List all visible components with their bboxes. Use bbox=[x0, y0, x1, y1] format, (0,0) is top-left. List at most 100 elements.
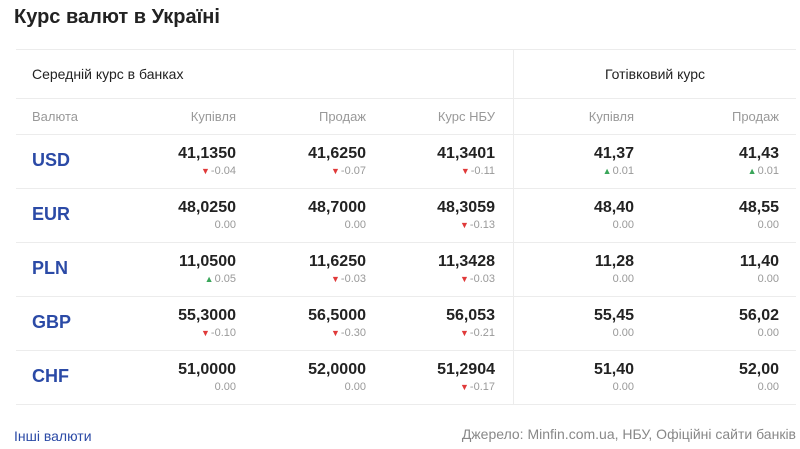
group-header-cash: Готівковий курс bbox=[604, 66, 706, 82]
triangle-up-icon: ▲ bbox=[204, 274, 214, 284]
rate-change: 0.00 bbox=[594, 380, 634, 394]
rate-change-value: 0.01 bbox=[612, 165, 634, 177]
rate-cell-buy: 11,0500 ▲0.05 bbox=[179, 252, 236, 286]
rate-change-value: -0.17 bbox=[469, 381, 495, 393]
other-currencies-link[interactable]: Інші валюти bbox=[14, 428, 92, 444]
rate-value: 11,3428 bbox=[438, 253, 495, 270]
currency-code-link[interactable]: PLN bbox=[32, 258, 68, 278]
rate-value: 55,3000 bbox=[178, 307, 236, 324]
rate-change: ▼-0.03 bbox=[309, 272, 366, 286]
rate-change: 0.00 bbox=[178, 218, 236, 232]
rate-change-value: 0.00 bbox=[214, 381, 236, 393]
rate-cell-cash-buy: 55,45 0.00 bbox=[594, 306, 634, 340]
rate-change: 0.00 bbox=[739, 218, 779, 232]
header-nbu: Курс НБУ bbox=[437, 109, 495, 124]
rate-value: 51,40 bbox=[593, 361, 634, 378]
rate-value: 56,053 bbox=[446, 307, 495, 324]
rate-cell-sell: 56,5000 ▼-0.30 bbox=[308, 306, 366, 340]
triangle-down-icon: ▼ bbox=[201, 166, 210, 176]
rate-change-value: 0.00 bbox=[757, 273, 779, 285]
rate-change-value: 0.00 bbox=[612, 273, 634, 285]
group-header-bank-average: Середній курс в банках bbox=[32, 66, 184, 82]
table-row: EUR 48,0250 0.00 48,7000 0.00 48,3059 ▼-0.13 48… bbox=[16, 188, 796, 242]
column-headers: Валюта Купівля Продаж Курс НБУ Купівля П… bbox=[16, 98, 796, 134]
rate-cell-nbu: 11,3428 ▼-0.03 bbox=[438, 252, 495, 286]
rate-cell-buy: 41,1350 ▼-0.04 bbox=[178, 144, 236, 178]
currency-code-link[interactable]: USD bbox=[32, 150, 71, 170]
triangle-down-icon: ▼ bbox=[331, 166, 340, 176]
rate-value: 11,40 bbox=[739, 253, 779, 270]
page-title: Курс валют в Україні bbox=[14, 6, 220, 28]
rate-change-value: -0.13 bbox=[469, 219, 495, 231]
rate-value: 48,3059 bbox=[437, 199, 495, 216]
rate-cell-cash-sell: 11,40 0.00 bbox=[740, 252, 779, 286]
currency-code-link[interactable]: EUR bbox=[32, 204, 71, 224]
rate-cell-buy: 51,0000 0.00 bbox=[178, 360, 236, 394]
rate-value: 41,3401 bbox=[437, 145, 495, 162]
triangle-down-icon: ▼ bbox=[460, 220, 469, 230]
header-cash-buy: Купівля bbox=[588, 109, 634, 124]
rate-change-value: 0.00 bbox=[214, 219, 236, 231]
rate-cell-cash-sell: 48,55 0.00 bbox=[739, 198, 779, 232]
rate-change-value: -0.10 bbox=[210, 327, 236, 339]
rate-cell-nbu: 41,3401 ▼-0.11 bbox=[437, 144, 495, 178]
table-row: USD 41,1350 ▼-0.04 41,6250 ▼-0.07 41,3401 ▼-0.… bbox=[16, 134, 796, 188]
rate-cell-sell: 48,7000 0.00 bbox=[308, 198, 366, 232]
rate-change-value: -0.30 bbox=[340, 327, 366, 339]
triangle-down-icon: ▼ bbox=[460, 328, 469, 338]
rate-cell-buy: 55,3000 ▼-0.10 bbox=[178, 306, 236, 340]
rate-value: 56,02 bbox=[738, 307, 779, 324]
rate-change-value: 0.00 bbox=[757, 381, 779, 393]
triangle-down-icon: ▼ bbox=[331, 328, 340, 338]
rate-value: 52,00 bbox=[738, 361, 779, 378]
triangle-down-icon: ▼ bbox=[201, 328, 210, 338]
rate-change: ▼-0.10 bbox=[178, 326, 236, 340]
triangle-up-icon: ▲ bbox=[602, 166, 612, 176]
rate-change: 0.00 bbox=[594, 326, 634, 340]
rate-change: 0.00 bbox=[595, 272, 634, 286]
rate-cell-cash-sell: 52,00 0.00 bbox=[739, 360, 779, 394]
rate-change: ▲0.01 bbox=[594, 164, 634, 178]
rate-change-value: -0.07 bbox=[340, 165, 366, 177]
table-row: CHF 51,0000 0.00 52,0000 0.00 51,2904 ▼-0.17 51… bbox=[16, 350, 796, 405]
rate-change: 0.00 bbox=[308, 380, 366, 394]
rate-change: ▼-0.03 bbox=[438, 272, 495, 286]
rate-change: 0.00 bbox=[739, 326, 779, 340]
rates-table: Середній курс в банках Готівковий курс В… bbox=[16, 49, 796, 405]
rate-cell-cash-buy: 41,37 ▲0.01 bbox=[594, 144, 634, 178]
rate-change: ▼-0.07 bbox=[308, 164, 366, 178]
rate-cell-buy: 48,0250 0.00 bbox=[178, 198, 236, 232]
triangle-up-icon: ▲ bbox=[747, 166, 757, 176]
rate-cell-sell: 52,0000 0.00 bbox=[308, 360, 366, 394]
rate-value: 51,2904 bbox=[437, 361, 495, 378]
rate-value: 48,55 bbox=[738, 199, 779, 216]
rate-change: ▼-0.30 bbox=[308, 326, 366, 340]
table-row: GBP 55,3000 ▼-0.10 56,5000 ▼-0.30 56,053 ▼-0.2… bbox=[16, 296, 796, 350]
rate-value: 41,6250 bbox=[308, 145, 366, 162]
rate-change-value: 0.00 bbox=[612, 381, 634, 393]
rate-change: 0.00 bbox=[739, 380, 779, 394]
rate-cell-sell: 41,6250 ▼-0.07 bbox=[308, 144, 366, 178]
rate-cell-nbu: 48,3059 ▼-0.13 bbox=[437, 198, 495, 232]
column-divider bbox=[513, 50, 514, 405]
rate-change-value: 0.00 bbox=[612, 327, 634, 339]
rate-cell-cash-buy: 11,28 0.00 bbox=[595, 252, 634, 286]
triangle-down-icon: ▼ bbox=[460, 166, 470, 176]
rate-change: ▼-0.17 bbox=[437, 380, 495, 394]
rate-change-value: 0.00 bbox=[757, 219, 779, 231]
header-cash-sell: Продаж bbox=[731, 109, 779, 124]
rate-change-value: -0.03 bbox=[469, 273, 495, 285]
header-buy: Купівля bbox=[190, 109, 236, 124]
rate-cell-nbu: 51,2904 ▼-0.17 bbox=[437, 360, 495, 394]
rate-change-value: 0.00 bbox=[757, 327, 779, 339]
rate-change: ▼-0.13 bbox=[437, 218, 495, 232]
rate-value: 56,5000 bbox=[308, 307, 366, 324]
rate-value: 48,40 bbox=[593, 199, 634, 216]
currency-code-link[interactable]: GBP bbox=[32, 312, 72, 332]
rate-change: ▼-0.11 bbox=[437, 164, 495, 178]
source-note: Джерело: Minfin.com.ua, НБУ, Офіційні са… bbox=[461, 426, 796, 442]
rate-change-value: -0.11 bbox=[470, 165, 495, 177]
currency-code-link[interactable]: CHF bbox=[32, 366, 69, 386]
rate-value: 51,0000 bbox=[178, 361, 236, 378]
rate-change: ▼-0.21 bbox=[446, 326, 495, 340]
